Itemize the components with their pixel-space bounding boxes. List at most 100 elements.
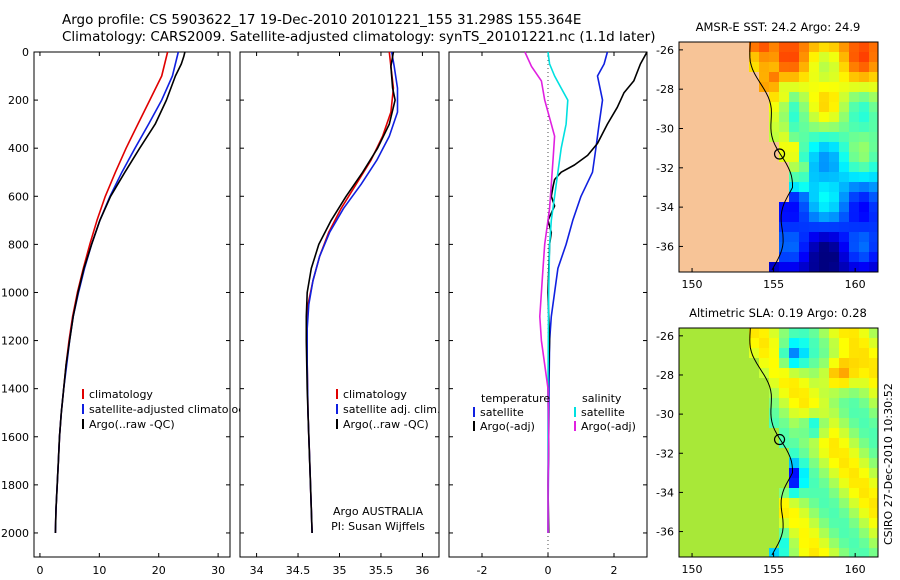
map-cell — [859, 232, 870, 243]
map-cell — [789, 538, 800, 549]
legend-label: climatology — [343, 388, 407, 401]
map-cell — [769, 132, 780, 143]
map-cell — [769, 52, 780, 63]
map-cell — [679, 82, 690, 93]
map-cell — [819, 222, 830, 233]
map-cell — [839, 328, 850, 339]
map-cell — [719, 122, 730, 133]
map-cell — [869, 358, 879, 369]
map-cell — [809, 508, 820, 519]
map-cell — [709, 192, 720, 203]
map-cell — [809, 172, 820, 183]
map-cell — [829, 398, 840, 409]
map-cell — [779, 428, 790, 439]
map-cell — [759, 518, 770, 529]
map-cell — [829, 408, 840, 419]
map-cell — [689, 358, 700, 369]
map-cell — [869, 348, 879, 359]
map-cell — [749, 152, 760, 163]
map-cell — [759, 378, 770, 389]
map-cell — [679, 132, 690, 143]
map-cell — [779, 42, 790, 53]
map-cell — [809, 102, 820, 113]
map-cell — [729, 468, 740, 479]
map-cell — [859, 508, 870, 519]
map-cell — [769, 182, 780, 193]
x-tick-label: 0 — [36, 564, 43, 577]
map-cell — [719, 398, 730, 409]
map-cell — [759, 102, 770, 113]
x-tick-label: 34 — [250, 564, 264, 577]
map-cell — [869, 72, 879, 83]
map-cell — [809, 348, 820, 359]
map-cell — [679, 348, 690, 359]
map-cell — [769, 162, 780, 173]
map-cell — [799, 388, 810, 399]
map-cell — [849, 368, 860, 379]
map-cell — [679, 182, 690, 193]
map-cell — [699, 448, 710, 459]
map-cell — [779, 418, 790, 429]
map-cell — [789, 102, 800, 113]
map-cell — [689, 262, 700, 273]
map-cell — [729, 398, 740, 409]
map-cell — [849, 498, 860, 509]
map-cell — [809, 488, 820, 499]
map-cell — [839, 398, 850, 409]
map-cell — [839, 468, 850, 479]
map-cell — [859, 162, 870, 173]
map-cell — [779, 112, 790, 123]
y-tick-label: -32 — [656, 447, 674, 460]
map-cell — [779, 458, 790, 469]
map-cell — [729, 438, 740, 449]
map-cell — [749, 92, 760, 103]
map-cell — [769, 42, 780, 53]
map-cell — [729, 538, 740, 549]
map-cell — [689, 112, 700, 123]
map-cell — [869, 182, 879, 193]
map-cell — [849, 408, 860, 419]
x-tick-label: 10 — [92, 564, 106, 577]
map-cell — [689, 518, 700, 529]
map-cell — [689, 408, 700, 419]
map-cell — [749, 478, 760, 489]
map-cell — [749, 498, 760, 509]
x-tick-label: 150 — [682, 563, 703, 576]
map-cell — [799, 468, 810, 479]
map-cell — [749, 338, 760, 349]
map-cell — [729, 92, 740, 103]
map-cell — [819, 468, 830, 479]
map-cell — [799, 458, 810, 469]
map-cell — [779, 122, 790, 133]
map-cell — [819, 262, 830, 273]
map-cell — [789, 252, 800, 263]
map-cell — [869, 232, 879, 243]
map-cell — [799, 232, 810, 243]
map-cell — [809, 448, 820, 459]
map-cell — [699, 438, 710, 449]
map-cell — [729, 458, 740, 469]
map-cell — [829, 112, 840, 123]
map-cell — [689, 508, 700, 519]
series-line-2 — [54, 51, 186, 534]
map-cell — [769, 242, 780, 253]
map-cell — [769, 408, 780, 419]
map-cell — [699, 408, 710, 419]
map-cell — [849, 528, 860, 539]
legend-label: Argo(..raw -QC) — [343, 418, 429, 431]
map-cell — [719, 142, 730, 153]
map-cell — [769, 508, 780, 519]
map-cell — [719, 538, 730, 549]
map-cell — [729, 428, 740, 439]
map-cell — [729, 82, 740, 93]
map-cell — [759, 232, 770, 243]
map-cell — [829, 438, 840, 449]
map-cell — [859, 398, 870, 409]
map-cell — [839, 508, 850, 519]
map-cell — [749, 388, 760, 399]
map-cell — [829, 122, 840, 133]
map-cell — [729, 152, 740, 163]
map-cell — [849, 222, 860, 233]
map-cell — [699, 232, 710, 243]
map-cell — [849, 132, 860, 143]
